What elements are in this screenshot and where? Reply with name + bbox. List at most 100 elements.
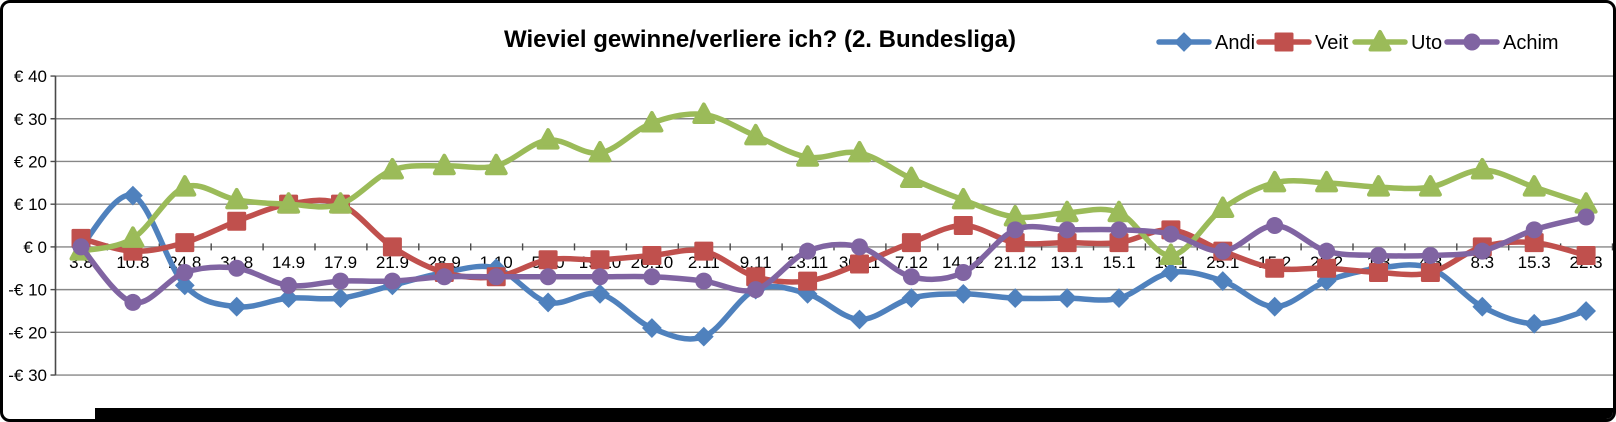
legend-item-uto[interactable]: Uto (1352, 30, 1442, 54)
x-axis-label: 21.12 (994, 253, 1037, 272)
bottom-edge-bar (95, 408, 1613, 419)
circle-marker (124, 293, 142, 311)
circle-marker (332, 272, 349, 290)
legend-item-andi[interactable]: Andi (1156, 32, 1255, 54)
triangle-marker (1107, 200, 1131, 223)
triangle-marker (329, 192, 352, 214)
square-marker (1057, 233, 1077, 253)
triangle-marker (225, 187, 249, 210)
square-marker (850, 254, 869, 274)
x-axis-label: 9.11 (740, 253, 772, 272)
square-marker (1265, 258, 1285, 278)
circle-marker (1006, 221, 1024, 239)
square-marker (901, 233, 921, 253)
triangle-marker (1367, 175, 1390, 197)
circle-marker (902, 268, 920, 286)
circle-marker (487, 268, 505, 286)
diamond-marker (1109, 288, 1129, 309)
circle-marker (1318, 242, 1336, 260)
diamond-marker (849, 309, 870, 330)
legend-item-achim[interactable]: Achim (1444, 32, 1559, 54)
series-andi[interactable] (71, 185, 1596, 347)
diamond-marker (278, 288, 299, 309)
diamond-marker (1057, 288, 1077, 309)
triangle-marker (536, 128, 560, 150)
legend-item-veit[interactable]: Veit (1256, 32, 1349, 54)
circle-marker (1463, 33, 1481, 51)
triangle-marker (588, 140, 612, 163)
circle-marker (176, 264, 194, 282)
series-uto[interactable] (69, 102, 1598, 265)
triangle-marker (121, 226, 145, 248)
triangle-marker (848, 140, 871, 163)
diamond-marker (330, 288, 351, 309)
series-achim[interactable] (72, 208, 1595, 311)
triangle-marker (1522, 175, 1546, 197)
x-axis-label: 13.1 (1051, 253, 1084, 272)
y-axis-label: -€ 30 (8, 366, 47, 385)
legend-label: Achim (1503, 32, 1559, 54)
triangle-marker (1470, 158, 1494, 180)
series-line (78, 192, 1589, 342)
square-marker (1420, 263, 1440, 283)
diamond-marker (1576, 301, 1596, 321)
diamond-marker (1264, 296, 1285, 317)
triangle-marker (1159, 243, 1183, 265)
x-axis-label: 7.12 (895, 253, 928, 272)
square-marker (1369, 263, 1388, 283)
square-marker (1524, 233, 1544, 253)
square-marker (798, 271, 818, 291)
triangle-marker (899, 166, 923, 189)
y-axis-label: € 0 (23, 238, 47, 257)
x-axis-label: 15.1 (1102, 253, 1135, 272)
circle-marker (1577, 208, 1595, 226)
square-marker (746, 267, 766, 287)
line-chart[interactable]: € 40€ 30€ 20€ 10€ 0-€ 10-€ 20-€ 303.8 10.… (3, 3, 1616, 422)
diamond-marker (642, 318, 662, 338)
diamond-marker (1161, 262, 1181, 283)
circle-marker (1058, 221, 1076, 239)
circle-marker (1214, 242, 1232, 260)
x-axis-label: 24.8 (168, 253, 201, 272)
circle-marker (695, 272, 713, 290)
axis-layer: € 40€ 30€ 20€ 10€ 0-€ 10-€ 20-€ 303.8 10.… (8, 67, 1613, 385)
circle-marker (1110, 221, 1128, 239)
square-marker (1274, 32, 1294, 52)
triangle-marker (796, 145, 820, 167)
diamond-marker (226, 296, 247, 317)
triangle-marker (173, 175, 197, 197)
diamond-marker (693, 326, 714, 347)
triangle-marker (1418, 175, 1442, 197)
square-marker (382, 237, 402, 257)
diamond-marker (538, 292, 558, 313)
circle-marker (1370, 246, 1387, 264)
circle-marker (1525, 221, 1543, 239)
y-axis-label: € 30 (14, 110, 47, 129)
y-axis-label: -€ 10 (8, 281, 47, 300)
x-axis-label: 17.9 (324, 253, 357, 272)
triangle-marker (1315, 170, 1339, 193)
square-marker (1576, 245, 1596, 265)
circle-marker (851, 238, 868, 256)
diamond-marker (1174, 32, 1194, 52)
square-marker (538, 250, 558, 270)
square-marker (642, 245, 662, 265)
triangle-marker (277, 192, 301, 214)
diamond-marker (590, 283, 610, 304)
circle-marker (591, 268, 609, 286)
circle-marker (799, 242, 817, 260)
series-line (78, 197, 1589, 285)
circle-marker (539, 268, 557, 286)
triangle-marker (1368, 30, 1392, 52)
triangle-marker (692, 102, 716, 124)
square-marker (1109, 233, 1129, 253)
triangle-marker (484, 153, 508, 176)
circle-marker (1266, 217, 1284, 235)
circle-marker (228, 259, 246, 277)
triangle-marker (380, 158, 404, 180)
circle-marker (747, 281, 765, 299)
x-axis-label: 14.9 (272, 253, 305, 272)
series-line (78, 111, 1589, 259)
y-axis-label: € 10 (14, 195, 47, 214)
